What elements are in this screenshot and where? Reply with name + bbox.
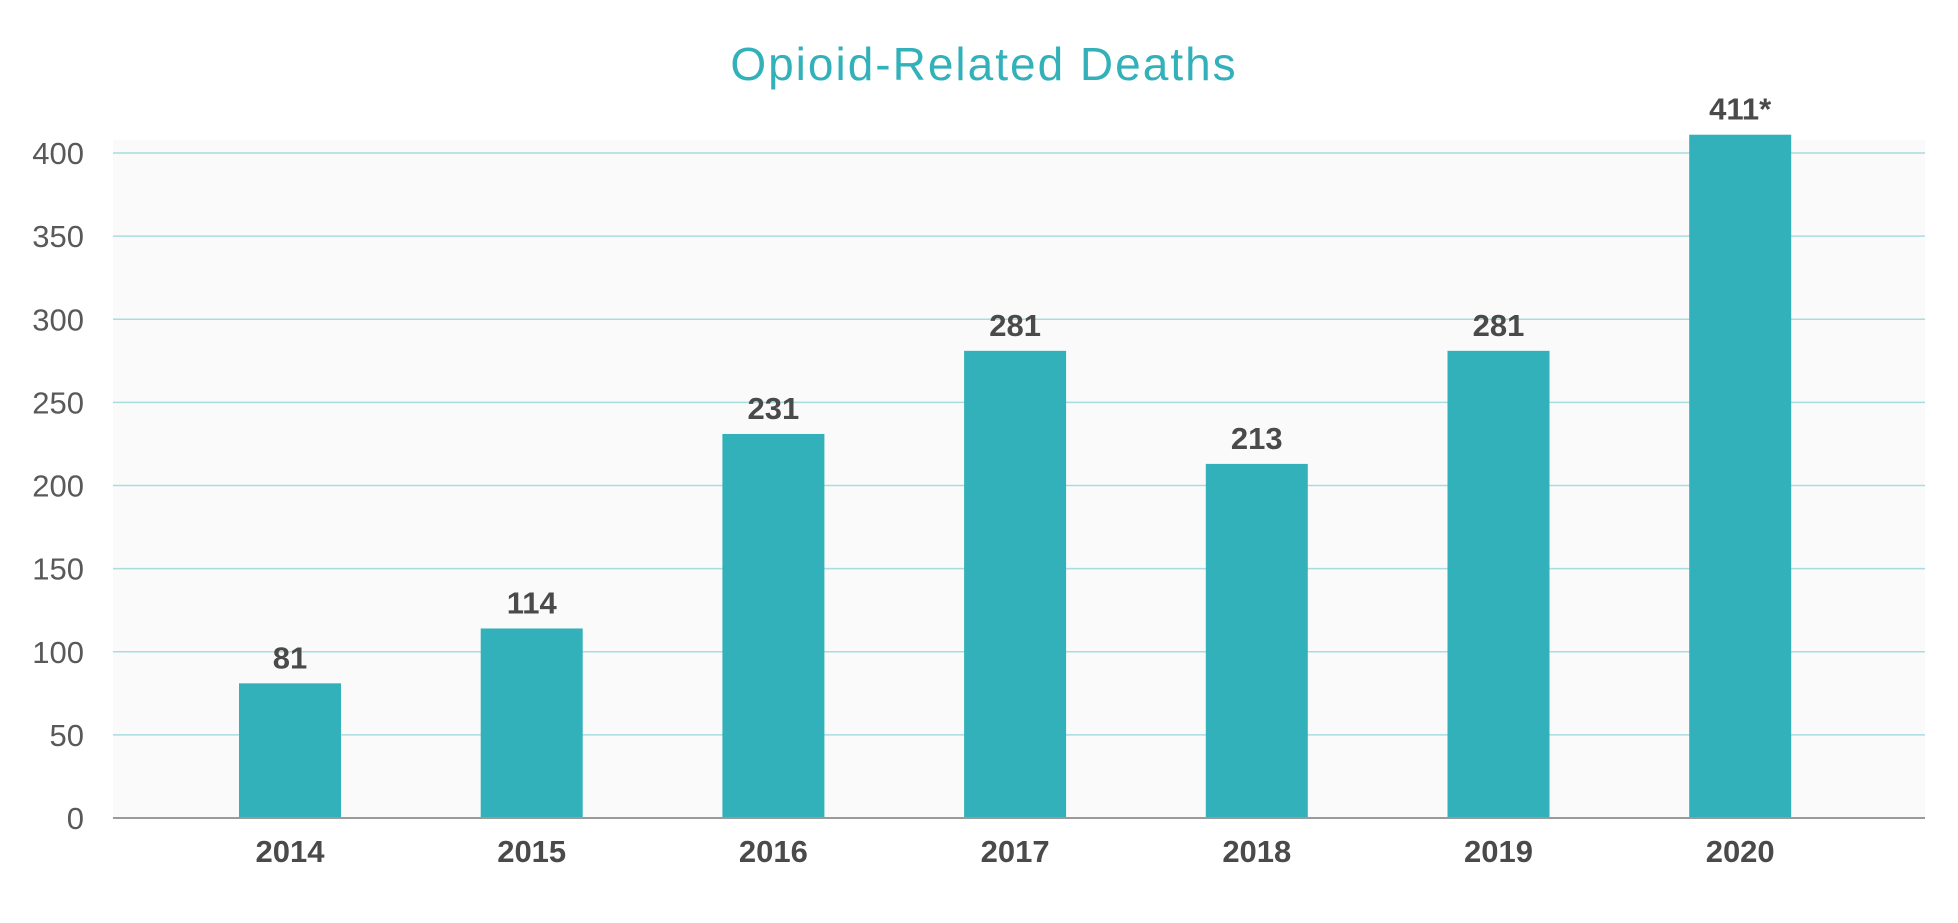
y-tick-label: 300	[32, 302, 84, 337]
y-tick-label: 250	[32, 385, 84, 420]
x-tick-label-2018: 2018	[1222, 834, 1291, 869]
data-label-2019: 281	[1473, 308, 1525, 343]
data-label-2016: 231	[748, 391, 800, 426]
y-axis-tick-labels: 0 50 100 150 200 250 300 350 400	[32, 136, 84, 836]
y-tick-label: 150	[32, 552, 84, 587]
bar-2020	[1689, 134, 1792, 818]
y-tick-label: 350	[32, 219, 84, 254]
x-tick-label-2017: 2017	[981, 834, 1050, 869]
y-tick-label: 100	[32, 635, 84, 670]
bar-2017	[964, 350, 1067, 818]
y-tick-label: 0	[67, 801, 84, 836]
x-axis-tick-labels: 2014 2015 2016 2017 2018 2019 2020	[256, 834, 1775, 869]
bar-2018	[1205, 463, 1308, 818]
data-label-2018: 213	[1231, 421, 1283, 456]
y-tick-label: 50	[50, 718, 84, 753]
data-label-2017: 281	[989, 308, 1041, 343]
x-tick-label-2014: 2014	[256, 834, 326, 869]
data-label-2015: 114	[507, 585, 558, 620]
data-label-2020: 411*	[1709, 92, 1772, 127]
x-tick-label-2019: 2019	[1464, 834, 1533, 869]
y-tick-label: 400	[32, 136, 84, 171]
bar-2019	[1447, 350, 1550, 818]
x-tick-label-2020: 2020	[1706, 834, 1775, 869]
bar-2015	[480, 628, 583, 818]
y-tick-label: 200	[32, 469, 84, 504]
data-label-2014: 81	[273, 640, 307, 675]
x-tick-label-2015: 2015	[497, 834, 566, 869]
bar-2014	[239, 683, 341, 818]
bar-series	[239, 134, 1792, 818]
bar-2016	[722, 433, 825, 818]
data-labels: 81 114 231 281 213 281 411*	[273, 92, 1772, 676]
x-tick-label-2016: 2016	[739, 834, 808, 869]
chart-title: Opioid-Related Deaths	[730, 38, 1237, 90]
